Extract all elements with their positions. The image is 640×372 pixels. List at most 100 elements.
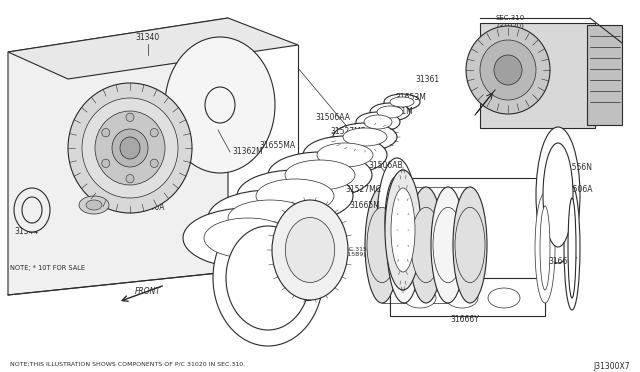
Text: SEC.310
(31020): SEC.310 (31020) <box>495 15 525 29</box>
Text: 31601M: 31601M <box>382 108 413 116</box>
Ellipse shape <box>387 187 421 303</box>
Bar <box>587 25 622 125</box>
Text: 31653M: 31653M <box>395 93 426 102</box>
Text: 31506AA: 31506AA <box>315 113 350 122</box>
Text: 31665M: 31665M <box>349 201 380 209</box>
Ellipse shape <box>540 206 550 290</box>
Polygon shape <box>8 18 298 79</box>
Ellipse shape <box>317 143 373 167</box>
Ellipse shape <box>68 83 192 213</box>
Text: 31527M: 31527M <box>232 295 264 305</box>
Ellipse shape <box>22 197 42 223</box>
Ellipse shape <box>453 187 487 303</box>
Text: 31340: 31340 <box>136 33 160 42</box>
Ellipse shape <box>120 137 140 159</box>
Ellipse shape <box>409 187 443 303</box>
Text: 31655MA: 31655MA <box>260 141 296 150</box>
Text: J31300X7: J31300X7 <box>593 362 630 371</box>
Ellipse shape <box>256 179 334 213</box>
Ellipse shape <box>205 87 235 123</box>
Ellipse shape <box>391 188 415 272</box>
Ellipse shape <box>237 170 353 222</box>
Text: 31527MA: 31527MA <box>295 273 331 282</box>
Text: NOTE;THIS ILLUSTRATION SHOWS COMPONENTS OF P/C 31020 IN SEC.310.: NOTE;THIS ILLUSTRATION SHOWS COMPONENTS … <box>10 362 245 367</box>
Ellipse shape <box>285 160 355 190</box>
Ellipse shape <box>228 200 312 236</box>
Ellipse shape <box>377 158 417 282</box>
Ellipse shape <box>384 94 420 110</box>
Ellipse shape <box>126 174 134 183</box>
Text: 31362M: 31362M <box>232 148 263 157</box>
Ellipse shape <box>165 37 275 173</box>
Polygon shape <box>8 18 228 295</box>
Text: *: * <box>102 200 108 210</box>
Text: 31666Y: 31666Y <box>451 315 479 324</box>
Text: 31344: 31344 <box>15 228 39 237</box>
Ellipse shape <box>268 152 372 198</box>
Ellipse shape <box>433 207 463 283</box>
Ellipse shape <box>404 288 436 308</box>
Ellipse shape <box>102 128 109 137</box>
Ellipse shape <box>564 186 580 310</box>
Ellipse shape <box>385 170 421 290</box>
Ellipse shape <box>226 226 310 330</box>
Ellipse shape <box>431 187 465 303</box>
Polygon shape <box>390 178 545 310</box>
Ellipse shape <box>370 103 410 121</box>
Text: NOTE; * 10T FOR SALE: NOTE; * 10T FOR SALE <box>10 265 85 271</box>
Ellipse shape <box>377 106 403 118</box>
Text: FRONT: FRONT <box>135 288 161 296</box>
Ellipse shape <box>535 193 555 303</box>
Ellipse shape <box>285 218 335 282</box>
Bar <box>390 278 545 316</box>
Ellipse shape <box>126 113 134 122</box>
Ellipse shape <box>213 210 323 346</box>
Text: 31361: 31361 <box>415 76 439 84</box>
Ellipse shape <box>333 123 397 151</box>
Ellipse shape <box>237 200 313 300</box>
Ellipse shape <box>272 200 348 300</box>
Ellipse shape <box>95 111 165 185</box>
Ellipse shape <box>389 207 419 283</box>
Ellipse shape <box>536 127 580 263</box>
Ellipse shape <box>466 26 550 114</box>
Ellipse shape <box>364 115 392 129</box>
Ellipse shape <box>343 128 387 146</box>
Text: 31527MB: 31527MB <box>330 126 366 135</box>
Ellipse shape <box>494 55 522 85</box>
Ellipse shape <box>455 207 485 283</box>
Ellipse shape <box>150 159 158 167</box>
Ellipse shape <box>204 218 292 258</box>
Ellipse shape <box>367 207 397 283</box>
Ellipse shape <box>112 129 148 167</box>
Text: SEC.315
(315B9): SEC.315 (315B9) <box>342 247 368 257</box>
Ellipse shape <box>86 200 102 210</box>
Text: 31527MC: 31527MC <box>345 186 381 195</box>
Ellipse shape <box>356 112 400 132</box>
Bar <box>480 23 595 128</box>
Ellipse shape <box>208 190 332 246</box>
Ellipse shape <box>446 288 478 308</box>
Text: 31506AB: 31506AB <box>368 160 403 170</box>
Ellipse shape <box>543 143 573 247</box>
Ellipse shape <box>150 128 158 137</box>
Ellipse shape <box>390 97 414 107</box>
Ellipse shape <box>82 98 178 198</box>
Ellipse shape <box>14 188 50 232</box>
Ellipse shape <box>79 196 109 214</box>
Ellipse shape <box>411 207 441 283</box>
Text: 31340A: 31340A <box>135 203 164 212</box>
Text: 31506A: 31506A <box>563 186 593 195</box>
Text: 31662X: 31662X <box>375 211 404 219</box>
Text: 31667Y: 31667Y <box>548 257 577 266</box>
Text: 31556N: 31556N <box>562 164 592 173</box>
Ellipse shape <box>303 136 387 174</box>
Ellipse shape <box>183 208 313 268</box>
Text: *: * <box>149 199 155 209</box>
Ellipse shape <box>568 198 576 298</box>
Ellipse shape <box>365 187 399 303</box>
Ellipse shape <box>488 288 520 308</box>
Ellipse shape <box>385 176 409 264</box>
Ellipse shape <box>480 40 536 100</box>
Ellipse shape <box>102 159 109 167</box>
